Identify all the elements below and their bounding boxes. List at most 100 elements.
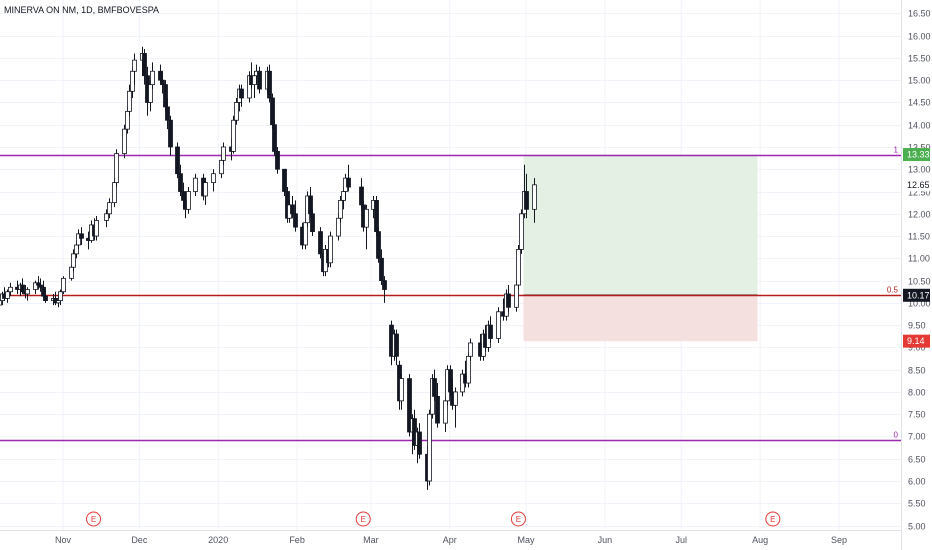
chart-title: MINERVA ON NM, 1D, BMFBOVESPA (4, 5, 159, 15)
candle (94, 216, 99, 241)
candle (168, 115, 173, 156)
entry-price-tag: 10.17 (907, 290, 930, 300)
candle-body (74, 244, 79, 255)
candle-body (257, 70, 262, 90)
candle-body (112, 182, 117, 204)
candle-body (71, 253, 76, 268)
target-price-tag: 13.33 (907, 150, 930, 160)
candle (466, 351, 471, 388)
candle (132, 53, 137, 85)
candle (8, 282, 13, 297)
fib-level-label: 0.5 (887, 286, 899, 295)
candle (532, 178, 537, 223)
candle-body (142, 53, 147, 77)
earnings-label: E (770, 515, 775, 524)
x-tick-label: May (518, 535, 536, 545)
candle-body (407, 378, 412, 433)
candle (114, 149, 119, 188)
candle (318, 227, 323, 259)
candle (376, 227, 381, 263)
candle-body (132, 59, 137, 72)
earnings-icon (86, 511, 102, 527)
candle-body (435, 395, 440, 424)
candle-body (338, 200, 343, 219)
x-tick-label: Aug (752, 535, 768, 545)
x-tick-label: Jul (675, 535, 687, 545)
y-tick-label: 14.50 (908, 98, 931, 108)
candle-body (303, 222, 308, 246)
candle-body (231, 119, 236, 152)
candle-body (275, 151, 280, 170)
candle-body (211, 173, 216, 184)
candle-body (148, 84, 153, 103)
candle-body (175, 146, 180, 175)
candle (468, 338, 473, 361)
earnings-label: E (361, 515, 366, 524)
candle (239, 84, 244, 107)
candle (328, 231, 333, 268)
candle-body (114, 153, 119, 184)
candle (175, 142, 180, 179)
y-tick-label: 7.50 (908, 410, 926, 420)
candle (25, 287, 30, 301)
y-tick-label: 6.50 (908, 455, 926, 465)
last-price-tag: 12.65 (907, 180, 930, 190)
candle (364, 204, 369, 250)
candle (58, 289, 63, 306)
candle (338, 195, 343, 223)
candle (61, 276, 66, 294)
candle (417, 423, 422, 459)
candle-body (443, 400, 448, 424)
candle-body (399, 378, 404, 402)
candle (272, 120, 277, 156)
candle (20, 278, 25, 294)
candle-body (193, 177, 198, 192)
candle-body (33, 282, 38, 290)
candle-body (5, 291, 10, 299)
candle-body (382, 280, 387, 290)
y-tick-label: 6.00 (908, 477, 926, 487)
candle (186, 187, 191, 214)
candle (379, 249, 384, 286)
candle (107, 198, 112, 219)
candle-body (203, 182, 208, 197)
y-tick-label: 16.00 (908, 32, 931, 42)
candle-body (466, 355, 471, 384)
candle-body (379, 257, 384, 281)
candle (71, 249, 76, 272)
candle-body (376, 231, 381, 259)
candle (165, 97, 170, 130)
candle-body (104, 213, 109, 221)
candle-body (308, 195, 313, 215)
fib-level-label: 1 (894, 146, 899, 155)
earnings-label: E (516, 515, 521, 524)
fib-levels: 10.50 (0, 146, 901, 442)
y-tick-label: 11.00 (908, 254, 930, 264)
candle-body (364, 208, 369, 228)
candle-body (417, 431, 422, 455)
candle-body (43, 295, 48, 302)
candle (427, 409, 432, 486)
x-tick-label: Nov (55, 535, 72, 545)
candle (267, 64, 272, 103)
candle-body (130, 70, 135, 92)
earnings-icon (765, 511, 781, 527)
candle-body (8, 286, 13, 293)
candle-body (158, 70, 163, 81)
candle (193, 173, 198, 196)
candle (76, 229, 81, 250)
profit-zone (523, 154, 758, 296)
candle (275, 146, 280, 174)
y-tick-label: 5.50 (908, 499, 926, 509)
time-axis[interactable]: Nov Dec 2020 Feb Mar Apr May Jun Jul Aug Sep (55, 535, 847, 545)
candle (211, 169, 216, 192)
y-tick-label: 9.50 (908, 321, 926, 331)
y-tick-label: 12.50 (908, 188, 931, 198)
candle-body (163, 84, 168, 108)
candle-body (272, 124, 277, 152)
y-tick-label: 12.00 (908, 210, 931, 220)
candle (293, 200, 298, 232)
candle-body (524, 191, 529, 210)
